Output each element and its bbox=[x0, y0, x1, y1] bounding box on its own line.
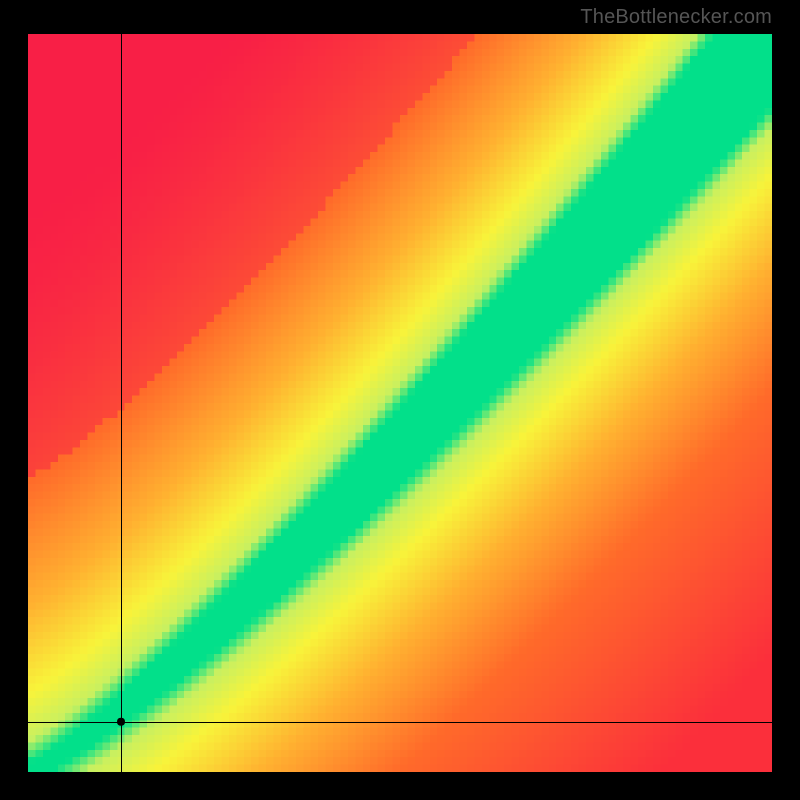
watermark-text: TheBottlenecker.com bbox=[580, 6, 772, 29]
crosshair-overlay bbox=[28, 34, 772, 772]
chart-frame: TheBottlenecker.com bbox=[0, 0, 800, 800]
plot-area bbox=[28, 34, 772, 772]
